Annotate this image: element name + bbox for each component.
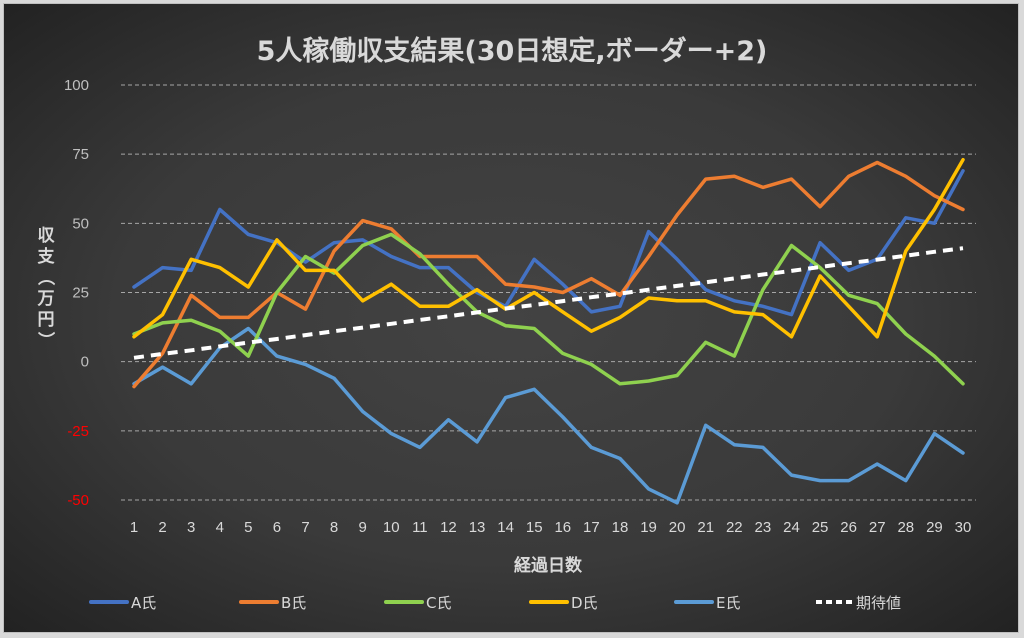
legend-item: D氏 <box>529 594 598 612</box>
y-axis-label: 収支 （ 万円 ） <box>35 226 56 349</box>
x-tick-label: 12 <box>440 519 457 536</box>
y-axis-label-char: 支 <box>38 246 56 267</box>
gridlines <box>121 84 976 501</box>
series-lines <box>132 157 965 505</box>
x-tick-label: 17 <box>583 519 600 536</box>
y-tick-label: 25 <box>72 285 89 302</box>
x-tick-label: 11 <box>412 519 428 536</box>
x-tick-label: 22 <box>726 519 743 536</box>
chart-title: 5人稼働収支結果(30日想定,ボーダー+2) <box>257 35 768 67</box>
x-tick-label: 19 <box>640 519 657 536</box>
y-tick-label: -50 <box>67 492 89 509</box>
x-tick-label: 10 <box>383 519 400 536</box>
y-tick-label: 50 <box>72 215 89 232</box>
series-line-1 <box>132 169 965 317</box>
series-line-5 <box>132 326 965 505</box>
x-tick-label: 30 <box>955 519 972 536</box>
x-axis-label: 経過日数 <box>514 555 583 576</box>
y-axis-ticks: 100 75 50 25 0 -25 -50 <box>64 77 89 509</box>
x-tick-label: 18 <box>612 519 629 536</box>
legend-label: D氏 <box>571 594 598 612</box>
chart: 5人稼働収支結果(30日想定,ボーダー+2) 1007550250-25-50 … <box>35 35 976 612</box>
y-axis-label-char: 円 <box>38 310 55 330</box>
series-line-2 <box>132 160 965 389</box>
x-tick-label: 15 <box>526 519 543 536</box>
y-axis-label-char: 万 <box>37 289 55 309</box>
series-line-6 <box>133 246 964 360</box>
legend-label: 期待値 <box>856 594 901 612</box>
legend-label: C氏 <box>426 594 451 612</box>
legend: A氏 B氏 C氏 D氏 E氏 期待値 <box>89 594 901 612</box>
y-axis-label-char: ） <box>35 332 56 349</box>
y-axis-label-char: 収 <box>38 226 56 246</box>
legend-item: 期待値 <box>816 594 901 612</box>
x-tick-label: 27 <box>869 519 886 536</box>
x-tick-label: 29 <box>926 519 943 536</box>
x-tick-label: 28 <box>897 519 914 536</box>
x-tick-label: 4 <box>216 519 224 536</box>
legend-item: B氏 <box>239 594 306 612</box>
x-axis-ticks: 1 2 3 4 5 6 7 8 9 10 11 12 13 14 15 16 17 18 19 20 21 22 23 24 2… <box>130 519 972 536</box>
x-tick-label: 14 <box>497 519 514 536</box>
x-tick-label: 13 <box>469 519 486 536</box>
y-tick-label: -25 <box>67 423 89 440</box>
series-line-3 <box>132 232 965 386</box>
legend-item: E氏 <box>674 594 740 612</box>
legend-label: A氏 <box>131 594 156 612</box>
y-tick-label: 0 <box>81 354 89 371</box>
x-tick-label: 26 <box>840 519 857 536</box>
series-line-4 <box>132 157 965 339</box>
chart-frame: 5人稼働収支結果(30日想定,ボーダー+2) 100 75 50 25 0 -25 -50 … <box>3 3 1019 633</box>
x-tick-label: 21 <box>697 519 714 536</box>
y-axis-label-char: （ <box>35 269 56 286</box>
x-tick-label: 16 <box>554 519 571 536</box>
legend-item: A氏 <box>89 594 156 612</box>
x-tick-label: 25 <box>812 519 829 536</box>
x-tick-label: 8 <box>330 519 338 536</box>
y-tick-label: 100 <box>64 77 89 94</box>
x-tick-label: 7 <box>301 519 309 536</box>
x-tick-label: 1 <box>130 519 138 536</box>
y-tick-label: 75 <box>72 146 89 163</box>
x-tick-label: 2 <box>158 519 166 536</box>
x-tick-label: 6 <box>273 519 281 536</box>
x-tick-label: 5 <box>244 519 252 536</box>
legend-label: B氏 <box>281 594 306 612</box>
x-tick-label: 23 <box>755 519 772 536</box>
legend-label: E氏 <box>716 594 740 612</box>
legend-item: C氏 <box>384 594 451 612</box>
x-tick-label: 3 <box>187 519 195 536</box>
x-tick-label: 24 <box>783 519 800 536</box>
x-tick-label: 20 <box>669 519 686 536</box>
x-tick-label: 9 <box>359 519 367 536</box>
